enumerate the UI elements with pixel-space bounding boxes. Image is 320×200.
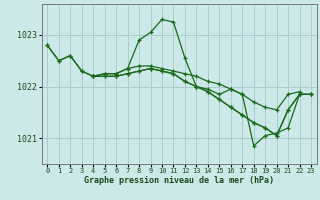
X-axis label: Graphe pression niveau de la mer (hPa): Graphe pression niveau de la mer (hPa) bbox=[84, 176, 274, 185]
